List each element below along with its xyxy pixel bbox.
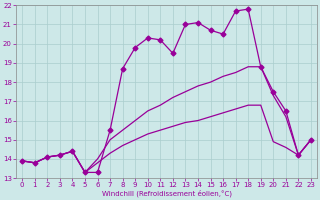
X-axis label: Windchill (Refroidissement éolien,°C): Windchill (Refroidissement éolien,°C) <box>101 190 232 197</box>
